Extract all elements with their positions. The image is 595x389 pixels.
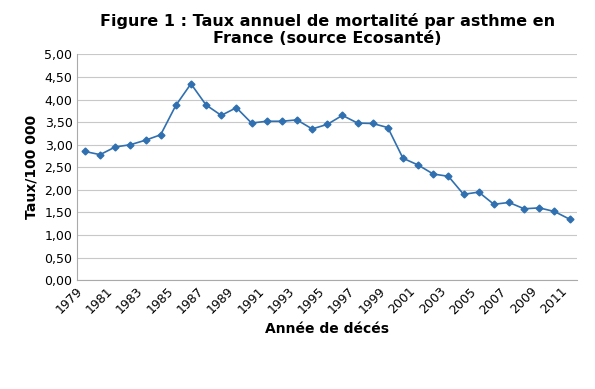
Y-axis label: Taux/100 000: Taux/100 000 (25, 115, 39, 219)
Title: Figure 1 : Taux annuel de mortalité par asthme en
France (source Ecosanté): Figure 1 : Taux annuel de mortalité par … (100, 13, 555, 46)
X-axis label: Année de décés: Année de décés (265, 322, 389, 336)
